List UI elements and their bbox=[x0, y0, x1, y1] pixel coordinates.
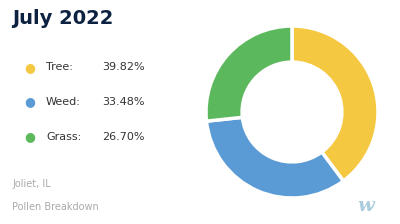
Text: July 2022: July 2022 bbox=[12, 9, 113, 28]
Text: Pollen Breakdown: Pollen Breakdown bbox=[12, 202, 99, 212]
Text: ●: ● bbox=[24, 61, 35, 74]
Text: w: w bbox=[358, 197, 374, 215]
Text: Weed:: Weed: bbox=[46, 97, 81, 107]
Text: 39.82%: 39.82% bbox=[102, 62, 145, 72]
Text: 26.70%: 26.70% bbox=[102, 132, 144, 142]
Text: ●: ● bbox=[24, 95, 35, 108]
Text: Joliet, IL: Joliet, IL bbox=[12, 179, 51, 189]
Text: ●: ● bbox=[24, 130, 35, 143]
Text: 33.48%: 33.48% bbox=[102, 97, 144, 107]
Text: Tree:: Tree: bbox=[46, 62, 73, 72]
Wedge shape bbox=[292, 26, 378, 181]
Wedge shape bbox=[206, 26, 292, 121]
Wedge shape bbox=[206, 117, 343, 198]
Text: Grass:: Grass: bbox=[46, 132, 81, 142]
